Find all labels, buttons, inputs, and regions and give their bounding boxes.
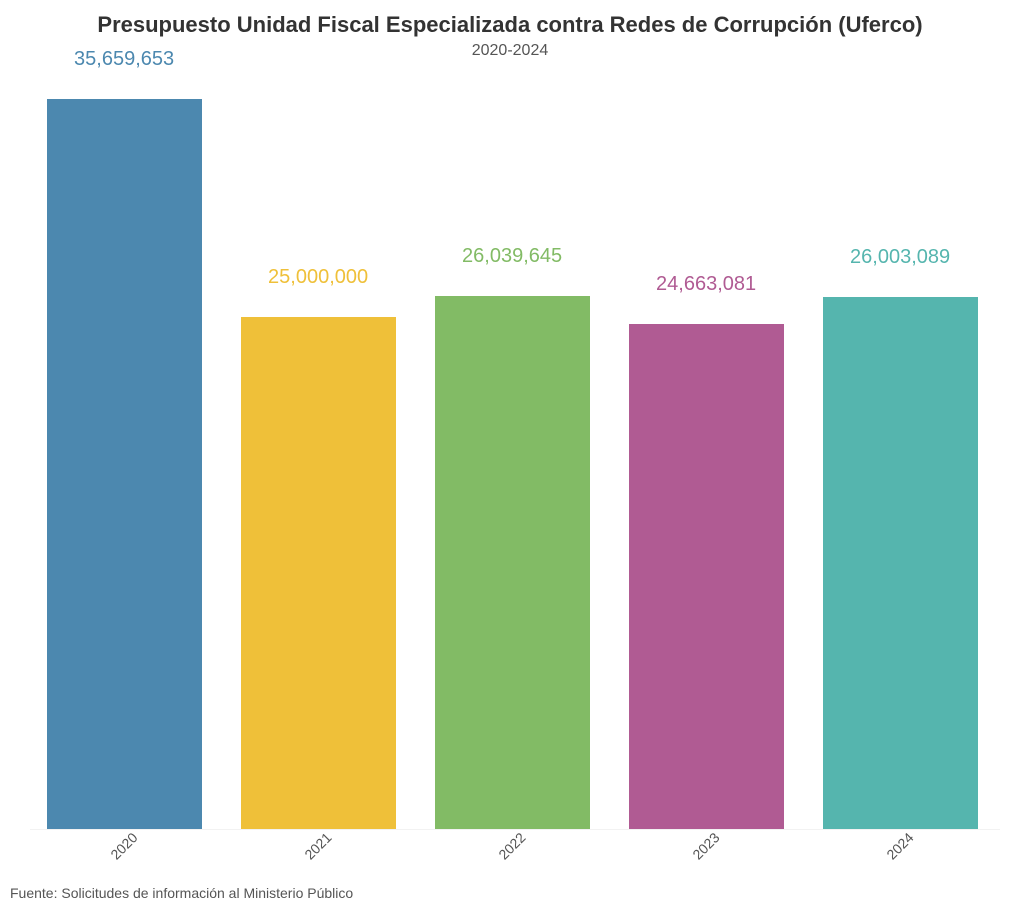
x-tick-label: 2021 [301, 829, 334, 862]
source-caption: Fuente: Solicitudes de información al Mi… [10, 885, 353, 901]
plot-area: 35,659,65325,000,00026,039,64524,663,081… [30, 100, 1000, 830]
bar-value-label: 35,659,653 [74, 48, 174, 71]
bar [823, 297, 978, 829]
bar [47, 99, 202, 829]
bar [629, 324, 784, 829]
chart-container: Presupuesto Unidad Fiscal Especializada … [0, 0, 1020, 913]
x-axis: 2020 2021 2022 2023 2024 [30, 832, 1000, 882]
x-tick-label: 2020 [107, 829, 140, 862]
bar-value-label: 26,003,089 [850, 246, 950, 269]
bar [241, 317, 396, 829]
bar [435, 296, 590, 829]
x-tick-label: 2024 [883, 829, 916, 862]
bars-layer: 35,659,65325,000,00026,039,64524,663,081… [30, 100, 1000, 829]
chart-title: Presupuesto Unidad Fiscal Especializada … [0, 0, 1020, 38]
x-tick-label: 2023 [689, 829, 722, 862]
bar-value-label: 24,663,081 [656, 273, 756, 296]
bar-value-label: 25,000,000 [268, 266, 368, 289]
bar-value-label: 26,039,645 [462, 245, 562, 268]
x-tick-label: 2022 [495, 829, 528, 862]
